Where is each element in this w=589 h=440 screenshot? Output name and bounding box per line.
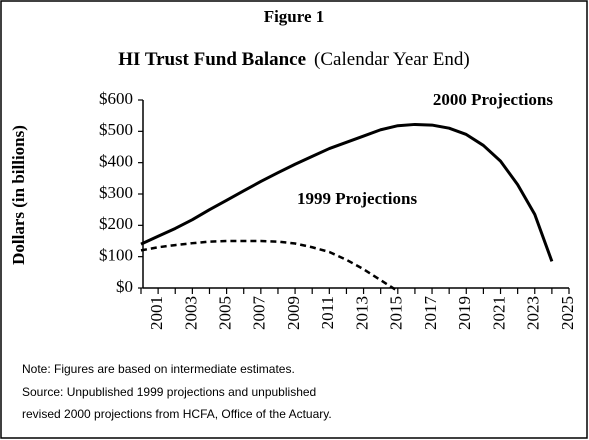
chart-subtitle: (Calendar Year End) bbox=[314, 49, 470, 70]
x-tick-label: 2011 bbox=[318, 296, 337, 329]
y-tick-label: $400 bbox=[99, 152, 133, 171]
series-label: 1999 Projections bbox=[297, 189, 417, 208]
x-tick-label: 2017 bbox=[421, 296, 440, 331]
y-tick-label: $500 bbox=[99, 120, 133, 139]
x-tick-label: 2015 bbox=[387, 296, 406, 330]
series-line bbox=[140, 239, 399, 293]
y-tick-label: $200 bbox=[99, 214, 133, 233]
y-tick-label: $100 bbox=[99, 246, 133, 265]
note: Note: Figures are based on intermediate … bbox=[22, 362, 295, 376]
x-tick-label: 2021 bbox=[489, 296, 508, 330]
y-tick-label: $300 bbox=[99, 183, 133, 202]
y-tick-label: $600 bbox=[99, 89, 133, 108]
x-tick-label: 2001 bbox=[147, 296, 166, 330]
x-tick-label: 2003 bbox=[181, 296, 200, 330]
figure-label: Figure 1 bbox=[264, 7, 325, 26]
note: revised 2000 projections from HCFA, Offi… bbox=[22, 407, 332, 421]
x-tick-label: 2013 bbox=[352, 296, 371, 330]
x-tick-label: 2009 bbox=[284, 296, 303, 330]
x-tick-label: 2007 bbox=[250, 296, 269, 331]
series-line bbox=[140, 122, 554, 262]
series-label: 2000 Projections bbox=[433, 90, 553, 109]
chart-title: HI Trust Fund Balance bbox=[118, 49, 306, 70]
x-tick-label: 2019 bbox=[455, 296, 474, 330]
x-tick-label: 2025 bbox=[558, 296, 577, 330]
note: Source: Unpublished 1999 projections and… bbox=[22, 385, 316, 399]
x-tick-label: 2005 bbox=[216, 296, 235, 330]
y-axis-label: Dollars (in billions) bbox=[9, 125, 28, 265]
title-line: HI Trust Fund Balance (Calendar Year End) bbox=[118, 49, 469, 70]
x-tick-label: 2023 bbox=[524, 296, 543, 330]
y-tick-label: $0 bbox=[116, 277, 133, 296]
